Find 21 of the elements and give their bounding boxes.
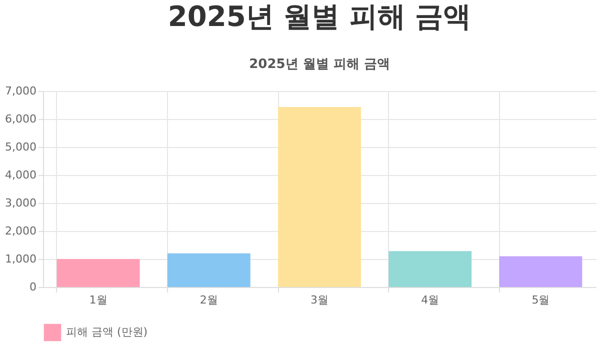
chart-subtitle: 2025년 월별 피해 금액	[249, 57, 390, 72]
y-tick-label: 0	[30, 280, 36, 294]
y-tick-label: 7,000	[5, 84, 36, 98]
x-tick-label: 2월	[200, 294, 218, 306]
y-tick-label: 6,000	[5, 112, 36, 126]
bar	[499, 256, 582, 287]
y-tick-label: 1,000	[5, 252, 36, 266]
x-tick-label: 3월	[310, 294, 328, 306]
x-tick-label: 4월	[421, 294, 440, 306]
y-tick-label: 2,000	[5, 224, 36, 238]
chart-title: 2025년 월별 피해 금액	[168, 0, 472, 33]
x-tick-label: 5월	[532, 294, 550, 306]
bar	[167, 253, 250, 287]
y-tick-label: 5,000	[5, 140, 36, 154]
y-tick-label: 3,000	[5, 196, 36, 210]
legend-label: 피해 금액 (만원)	[66, 326, 148, 338]
y-tick-label: 4,000	[5, 168, 36, 182]
bar	[388, 251, 472, 287]
x-tick-label: 1월	[89, 294, 108, 306]
bar	[56, 259, 140, 287]
bar	[278, 106, 361, 287]
